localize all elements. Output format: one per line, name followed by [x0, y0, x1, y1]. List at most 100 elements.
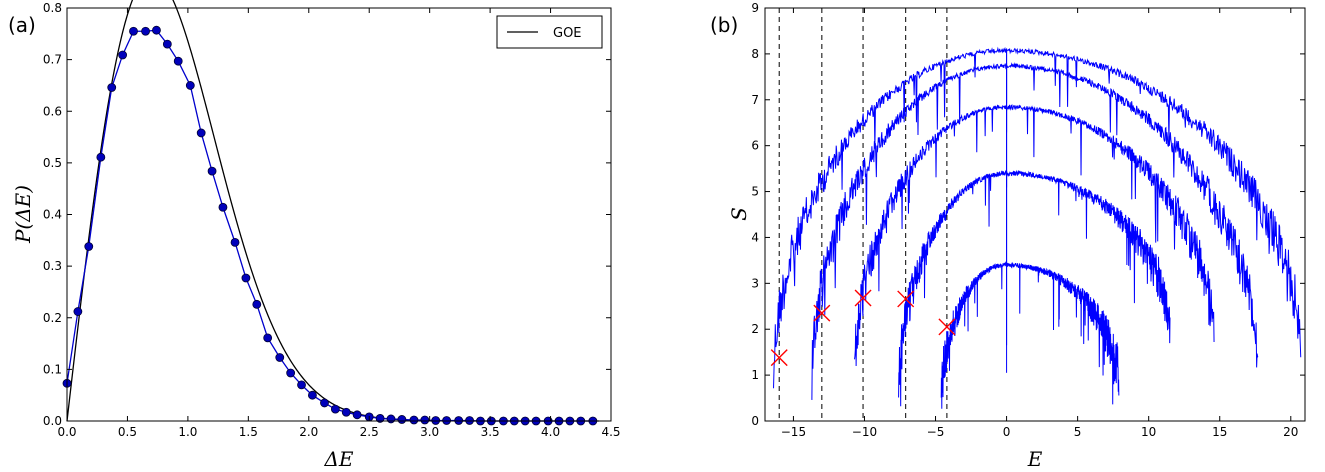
y-tick-label: 6: [751, 139, 759, 153]
panel-a-y-ticks: 0.0 0.1 0.2 0.3 0.4 0.5 0.6 0.7 0.8: [43, 1, 611, 428]
data-point: [96, 152, 106, 162]
data-point: [207, 166, 217, 176]
series-entropy-line: [773, 46, 1302, 389]
panel-a-x-label: ΔE: [323, 447, 353, 471]
panel-a-frame: [66, 7, 612, 422]
data-point: [84, 242, 94, 251]
series-goe-line: [66, 0, 599, 422]
panel-a-plot: [62, 0, 599, 426]
series-entropy-line: [811, 62, 1259, 400]
panel-b-plot: [770, 8, 1302, 421]
x-tick-label: 1.5: [239, 425, 258, 439]
data-point: [230, 237, 240, 247]
data-point: [454, 416, 464, 425]
data-point: [141, 26, 150, 36]
data-point: [341, 407, 351, 417]
data-point: [152, 25, 161, 35]
data-point: [308, 390, 317, 400]
data-point: [263, 333, 273, 343]
data-point: [352, 410, 362, 420]
y-tick-label: 1: [751, 368, 759, 382]
data-point: [173, 56, 183, 66]
data-point: [218, 202, 228, 212]
data-point: [286, 368, 296, 378]
x-tick-label: 4.0: [541, 425, 560, 439]
x-tick-label: 5: [1074, 425, 1082, 439]
data-point: [118, 50, 128, 60]
panel-a-x-ticks: 0.0 0.5 1.0 1.5 2.0 2.5 3.0 3.5 4.0 4.5: [57, 8, 621, 439]
y-tick-label: 0.5: [43, 156, 62, 170]
y-tick-label: 7: [751, 93, 759, 107]
y-tick-label: 0: [751, 414, 759, 428]
x-tick-label: 2.0: [299, 425, 318, 439]
x-tick-label: −10: [852, 425, 877, 439]
data-point: [375, 414, 385, 423]
y-tick-label: 2: [751, 322, 759, 336]
red-x-marker: [938, 318, 956, 336]
panel-b-y-label: S: [727, 207, 751, 221]
data-point: [386, 414, 396, 424]
x-tick-label: 15: [1212, 425, 1227, 439]
y-tick-label: 0.0: [43, 414, 62, 428]
x-tick-label: 10: [1141, 425, 1156, 439]
y-tick-label: 9: [751, 1, 759, 15]
data-point: [252, 299, 262, 309]
panel-b-y-ticks: 0 1 2 3 4 5 6 7 8 9: [751, 1, 1305, 428]
panel-a-legend: GOE: [496, 15, 603, 49]
data-point: [297, 380, 306, 390]
data-point: [409, 415, 419, 425]
panel-a: (a) 0.0 0.5 1.0 1.5 2.0 2.5 3.0 3.5 4.0 4.5 0.00.…: [8, 0, 621, 471]
red-x-marker: [770, 349, 788, 367]
x-tick-label: 3.5: [481, 425, 500, 439]
y-tick-label: 0.1: [43, 362, 62, 376]
x-tick-label: −15: [781, 425, 806, 439]
data-point: [330, 404, 340, 414]
data-point: [275, 353, 285, 362]
panel-b-x-label: E: [1027, 447, 1043, 471]
data-point: [431, 416, 441, 425]
panel-b: (b) −15 −10 −5 0 5 10 15 20 0 1 2 3 4 5 6 7 8 9 E S: [710, 1, 1306, 471]
data-point: [162, 39, 172, 49]
y-tick-label: 0.7: [43, 53, 62, 67]
y-tick-label: 5: [751, 185, 759, 199]
data-point: [185, 81, 195, 90]
y-tick-label: 0.6: [43, 104, 62, 118]
series-entropy-line: [940, 261, 1120, 409]
x-tick-label: 2.5: [360, 425, 379, 439]
data-point: [465, 416, 474, 425]
y-tick-label: 4: [751, 230, 759, 244]
data-point: [196, 128, 206, 138]
legend-label-goe: GOE: [553, 26, 582, 41]
series-entropy-line: [898, 169, 1171, 407]
y-tick-label: 8: [751, 47, 759, 61]
data-point: [73, 307, 83, 316]
x-tick-label: 0.0: [57, 425, 76, 439]
y-tick-label: 0.8: [43, 1, 62, 15]
y-tick-label: 0.3: [43, 259, 62, 273]
x-tick-label: 0: [1003, 425, 1011, 439]
x-tick-label: 1.0: [178, 425, 197, 439]
panel-b-x-ticks: −15 −10 −5 0 5 10 15 20: [781, 8, 1298, 439]
y-tick-label: 0.2: [43, 311, 62, 325]
y-tick-label: 3: [751, 276, 759, 290]
data-point: [107, 83, 117, 92]
series-entropy-line: [854, 104, 1215, 367]
x-tick-label: −5: [927, 425, 945, 439]
panel-label-a: (a): [8, 13, 36, 37]
red-x-marker: [897, 290, 915, 308]
data-point: [420, 415, 430, 425]
data-point: [397, 415, 407, 424]
data-point: [129, 26, 138, 36]
panel-b-frame: [764, 7, 1306, 422]
red-x-marker: [854, 289, 872, 307]
series-data-line: [66, 29, 593, 422]
panel-a-y-label: P(ΔE): [11, 185, 35, 244]
panel-label-b: (b): [710, 13, 738, 37]
x-tick-label: 0.5: [118, 425, 137, 439]
x-tick-label: 4.5: [601, 425, 620, 439]
x-tick-label: 3.0: [420, 425, 439, 439]
red-x-marker: [813, 304, 831, 322]
y-tick-label: 0.4: [43, 208, 62, 222]
data-point: [241, 273, 251, 283]
